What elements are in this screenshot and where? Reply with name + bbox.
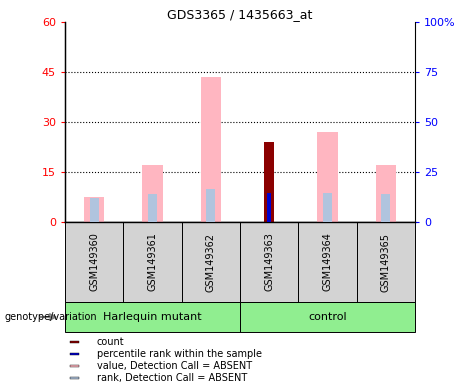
- Bar: [65, 302, 240, 332]
- Bar: [207, 189, 215, 222]
- Title: GDS3365 / 1435663_at: GDS3365 / 1435663_at: [167, 8, 313, 21]
- Text: Harlequin mutant: Harlequin mutant: [103, 312, 202, 322]
- Bar: [264, 142, 274, 222]
- Bar: [182, 222, 240, 302]
- Bar: [357, 222, 415, 302]
- Bar: [381, 194, 390, 222]
- Bar: [317, 132, 338, 222]
- Text: percentile rank within the sample: percentile rank within the sample: [97, 349, 262, 359]
- Bar: [376, 166, 396, 222]
- Text: rank, Detection Call = ABSENT: rank, Detection Call = ABSENT: [97, 373, 247, 383]
- Bar: [70, 377, 79, 379]
- Bar: [323, 193, 332, 222]
- Bar: [148, 194, 157, 222]
- Bar: [124, 222, 182, 302]
- Bar: [298, 222, 357, 302]
- Bar: [201, 77, 221, 222]
- Text: GSM149360: GSM149360: [89, 233, 99, 291]
- Bar: [240, 222, 298, 302]
- Text: GSM149364: GSM149364: [323, 233, 332, 291]
- Bar: [70, 365, 79, 367]
- Text: count: count: [97, 337, 124, 347]
- Text: GSM149365: GSM149365: [381, 232, 391, 291]
- Bar: [142, 166, 163, 222]
- Bar: [90, 198, 99, 222]
- Text: value, Detection Call = ABSENT: value, Detection Call = ABSENT: [97, 361, 252, 371]
- Bar: [240, 302, 415, 332]
- Text: genotype/variation: genotype/variation: [5, 312, 97, 322]
- Bar: [70, 341, 79, 343]
- Text: GSM149361: GSM149361: [148, 233, 158, 291]
- Bar: [84, 197, 104, 222]
- Bar: [70, 353, 79, 355]
- Text: control: control: [308, 312, 347, 322]
- Text: GSM149362: GSM149362: [206, 232, 216, 291]
- Bar: [65, 222, 124, 302]
- Text: GSM149363: GSM149363: [264, 233, 274, 291]
- Bar: [267, 193, 272, 222]
